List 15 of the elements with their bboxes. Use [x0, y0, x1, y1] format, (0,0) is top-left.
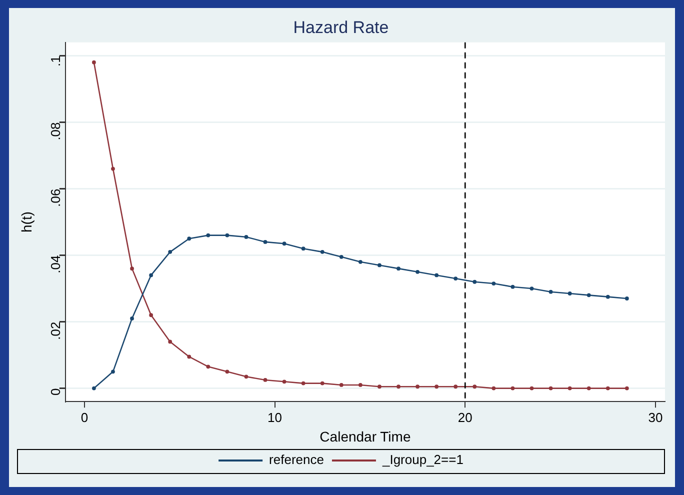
y-tick-label: .1	[48, 56, 63, 67]
x-tick-label: 10	[268, 410, 282, 425]
x-axis-title: Calendar Time	[320, 428, 411, 444]
y-tick-label: 0	[48, 388, 63, 396]
y-tick-label: .04	[48, 255, 63, 274]
y-tick-label: .06	[48, 188, 63, 207]
x-tick-label: 20	[458, 410, 472, 425]
legend-label: reference	[269, 452, 324, 468]
y-tick-label: .08	[48, 122, 63, 140]
legend-label: _Igroup_2==1	[381, 452, 464, 468]
y-tick-label: .02	[48, 322, 63, 340]
chart-title: Hazard Rate	[293, 18, 389, 37]
x-tick-label: 30	[648, 410, 663, 425]
x-tick-label: 0	[80, 410, 88, 425]
y-axis-title: h(t)	[18, 212, 34, 232]
